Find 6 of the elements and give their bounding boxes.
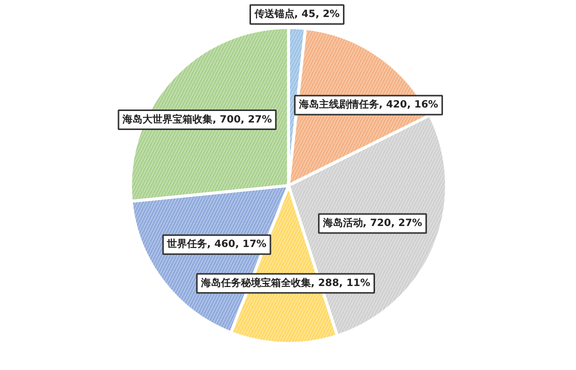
slice-label: 海岛任务秘境宝箱全收集, 288, 11% — [200, 276, 370, 289]
slice-label: 传送锚点, 45, 2% — [253, 8, 340, 20]
slice-label: 海岛大世界宝箱收集, 700, 27% — [122, 113, 272, 126]
slice-label: 海岛主线剧情任务, 420, 16% — [298, 98, 438, 111]
slice-label: 海岛活动, 720, 27% — [322, 216, 422, 229]
slice-label: 世界任务, 460, 17% — [166, 238, 266, 250]
